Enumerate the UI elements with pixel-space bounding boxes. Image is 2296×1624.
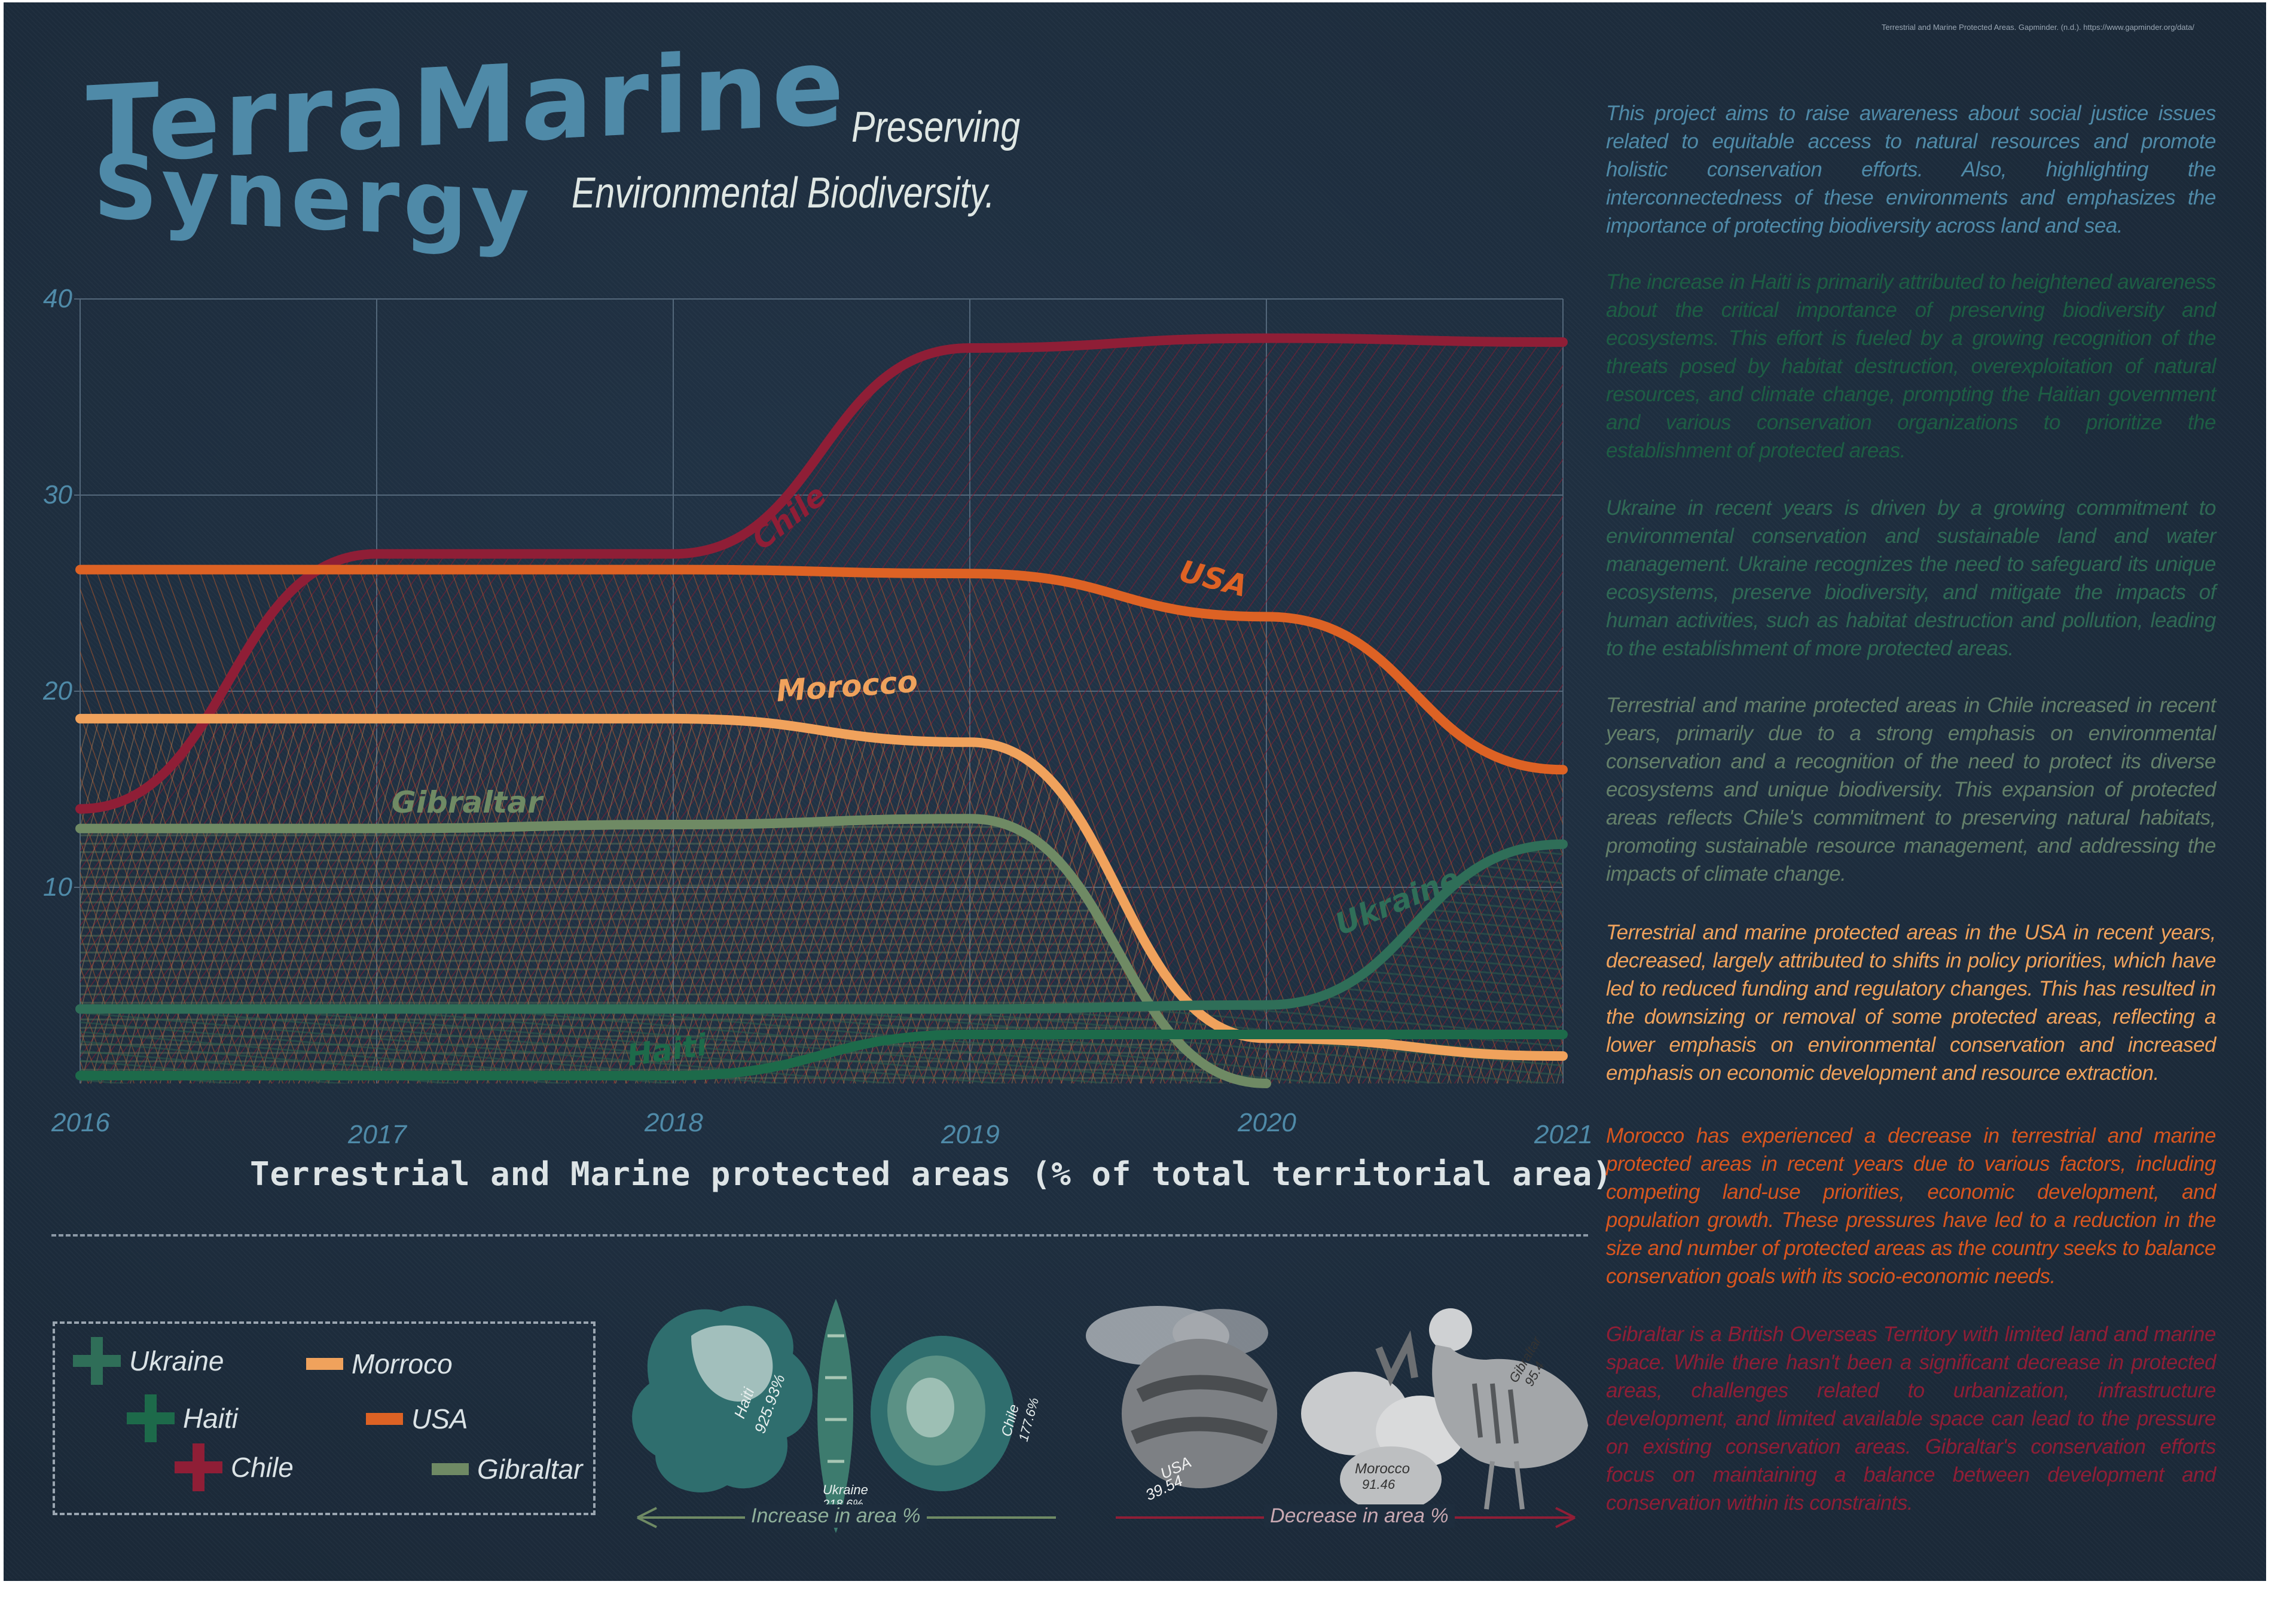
legend-label: Ukraine [129,1345,224,1376]
y-tick-label: 40 [43,284,72,313]
decrease-label: Decrease in area % [1264,1504,1455,1528]
source-citation: Terrestrial and Marine Protected Areas. … [1881,23,2194,32]
series-line-haiti [75,1029,1568,1080]
subtitle-line-2: Environmental Biodiversity. [572,169,995,217]
series-line-gibraltar [75,814,1271,1088]
paragraph-chile: Terrestrial and marine protected areas i… [1606,694,2216,886]
paragraph-gibraltar: Gibraltar is a British Overseas Territor… [1606,1323,2216,1515]
paragraph-haiti: The increase in Haiti is primarily attri… [1606,270,2216,462]
legend-item-ukraine: Ukraine [73,1337,224,1385]
dash-icon [432,1463,469,1475]
dash-icon [366,1413,403,1425]
x-tick-label: 2016 [51,1108,110,1137]
morocco-illustration-label: Morocco [1355,1461,1410,1477]
band-ukraine [80,844,1563,1083]
legend-item-haiti: Haiti [127,1394,238,1442]
axis-ticks: 10 20 30 40 2016 2017 2018 2019 2020 2021 [42,284,1593,1149]
legend-label: USA [411,1403,468,1434]
x-tick-label: 2018 [644,1108,703,1137]
x-axis-title: Terrestrial and Marine protected areas (… [250,1155,1613,1193]
plus-icon [73,1337,121,1385]
series-line-chile [75,333,1568,814]
x-tick-label: 2021 [1534,1120,1593,1149]
gibraltar-partridge-illustration: Gibraltar 95.4 [1429,1308,1588,1510]
chile-shell-illustration: Chile 177.6% [871,1336,1042,1491]
series-label-gibraltar: Gibraltar [392,785,544,820]
subtitle-line-1: Preserving [851,103,1021,151]
legend-item-usa: USA [366,1403,468,1435]
legend-label: Haiti [183,1403,239,1434]
legend-label: Gibraltar [477,1454,583,1485]
paragraph-ukraine: Ukraine in recent years is driven by a g… [1606,496,2216,660]
legend-item-chile: Chile [175,1443,294,1491]
paragraph-usa: Terrestrial and marine protected areas i… [1606,921,2216,1085]
plus-icon [127,1394,175,1442]
x-tick-label: 2019 [941,1120,1000,1149]
usa-bee-illustration: USA 39.54 [1086,1306,1277,1504]
increase-label: Increase in area % [745,1504,927,1528]
y-tick-label: 10 [43,872,72,902]
y-tick-label: 20 [42,676,72,706]
series-line-usa [75,564,1568,775]
legend: Ukraine Morroco Haiti USA Chile Gibralta… [53,1321,596,1515]
section-divider [51,1234,1588,1237]
series-lines [75,333,1568,1088]
x-tick-label: 2020 [1237,1108,1296,1137]
paragraph-morocco: Morocco has experienced a decrease in te… [1606,1124,2216,1288]
plus-icon [175,1443,222,1491]
paragraph-intro: This project aims to raise awareness abo… [1606,102,2216,237]
chile-illustration-value: 177.6% [1016,1396,1042,1443]
chart-canvas: 10 20 30 40 2016 2017 2018 2019 2020 2021 Chile US… [42,284,1593,1533]
poster: Terrestrial and Marine Protected Areas. … [4,2,2266,1581]
ukraine-fish-illustration: Ukraine 218.6% [817,1299,868,1533]
haiti-flower-illustration: Haiti 925.93% [632,1305,813,1492]
series-line-ukraine [75,839,1568,1014]
morocco-illustration-value: 91.46 [1362,1477,1396,1492]
legend-item-morocco: Morroco [306,1348,453,1380]
legend-label: Chile [231,1452,294,1483]
y-tick-label: 30 [43,480,72,509]
legend-item-gibraltar: Gibraltar [432,1453,582,1485]
ukraine-illustration-label: Ukraine [823,1482,868,1497]
legend-label: Morroco [352,1348,453,1379]
dash-icon [306,1358,343,1370]
x-tick-label: 2017 [347,1120,407,1149]
hatched-bands [80,338,1563,1083]
